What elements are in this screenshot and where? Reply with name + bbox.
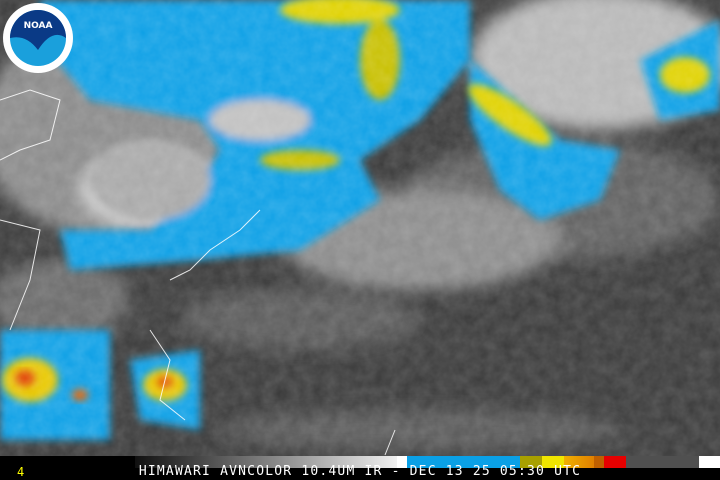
coastline-outlines — [0, 89, 396, 456]
svg-text:NOAA: NOAA — [24, 21, 53, 31]
image-caption: HIMAWARI AVNCOLOR 10.4UM IR - DEC 13 25 … — [138, 464, 582, 479]
color-scale — [0, 456, 720, 468]
noaa-logo: NOAA — [3, 3, 73, 73]
corner-label: 4 — [17, 465, 25, 479]
satellite-image — [0, 0, 720, 456]
